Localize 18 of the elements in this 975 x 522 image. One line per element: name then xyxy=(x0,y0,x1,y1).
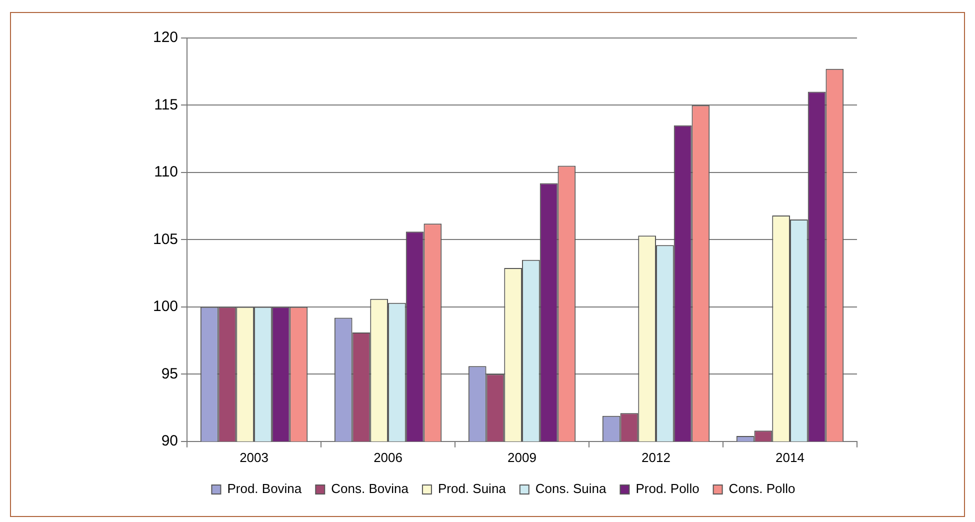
legend-label: Cons. Pollo xyxy=(728,481,796,496)
x-tick-label: 2012 xyxy=(642,450,670,465)
legend-label: Prod. Pollo xyxy=(636,481,700,496)
y-tick-label: 110 xyxy=(154,164,178,181)
y-tick-label: 100 xyxy=(152,298,178,316)
y-tick-label: 105 xyxy=(152,230,178,248)
y-tick-label: 120 xyxy=(152,29,178,46)
y-tick-label: 115 xyxy=(154,96,178,114)
x-tick-label: 2003 xyxy=(240,450,268,465)
x-tick-label: 2006 xyxy=(374,450,402,465)
y-tick-label: 95 xyxy=(161,365,178,382)
legend-label: Prod. Suina xyxy=(438,481,507,496)
x-tick-label: 2009 xyxy=(508,450,536,465)
legend-label: Prod. Bovina xyxy=(227,481,302,496)
x-tick-label: 2014 xyxy=(776,450,804,465)
legend-label: Cons. Bovina xyxy=(331,481,410,496)
legend-label: Cons. Suina xyxy=(535,481,607,496)
y-tick-label: 90 xyxy=(161,432,178,450)
